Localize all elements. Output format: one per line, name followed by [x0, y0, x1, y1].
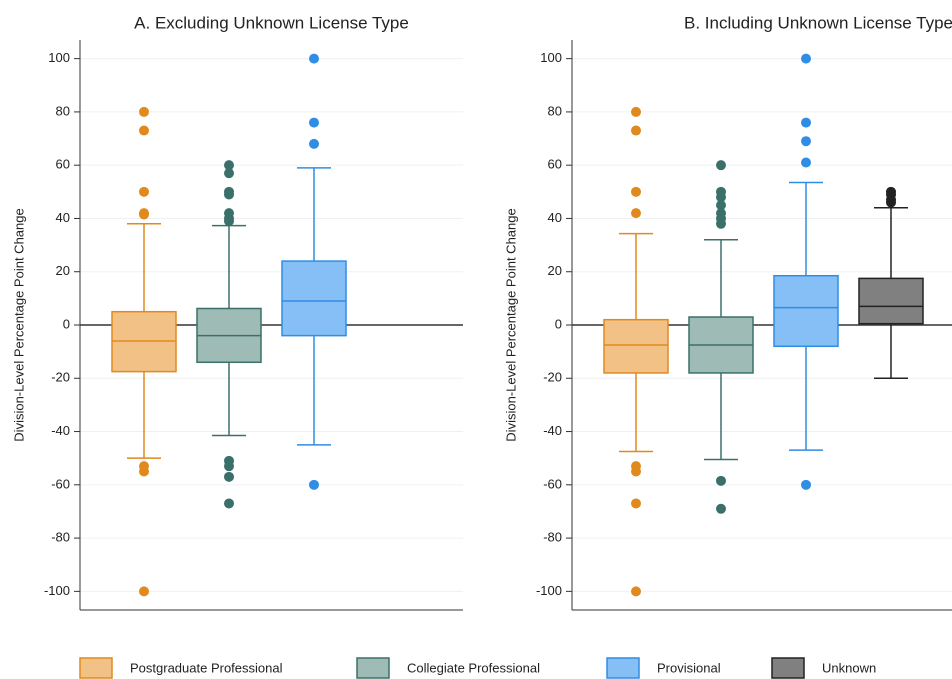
outlier: [716, 218, 726, 229]
outlier: [224, 498, 234, 509]
outlier: [716, 200, 726, 211]
legend-label: Postgraduate Professional: [130, 660, 283, 675]
outlier: [631, 586, 641, 597]
outlier: [309, 117, 319, 128]
outlier: [139, 586, 149, 597]
y-axis-label: Division-Level Percentage Point Change: [503, 208, 518, 441]
box: [281, 260, 347, 337]
outlier: [801, 136, 811, 147]
outlier: [139, 125, 149, 136]
y-tick-label: -80: [51, 530, 70, 545]
outlier: [309, 53, 319, 64]
y-tick-label: -100: [536, 583, 562, 598]
outlier: [716, 475, 726, 486]
legend-label: Provisional: [657, 660, 721, 675]
outlier: [801, 479, 811, 490]
outlier: [139, 466, 149, 477]
legend-swatch: [356, 657, 390, 679]
y-tick-label: 100: [48, 50, 70, 65]
y-tick-label: -20: [543, 370, 562, 385]
y-tick-label: 0: [63, 316, 70, 331]
outlier: [309, 479, 319, 490]
outlier: [716, 503, 726, 514]
y-tick-label: -80: [543, 530, 562, 545]
legend-label: Unknown: [822, 660, 876, 675]
legend-label: Collegiate Professional: [407, 660, 540, 675]
outlier: [716, 192, 726, 203]
y-tick-label: -40: [51, 423, 70, 438]
outlier: [224, 160, 234, 171]
y-tick-label: 20: [56, 263, 70, 278]
outlier: [224, 461, 234, 472]
chart-title: B. Including Unknown License Type: [684, 13, 952, 32]
outlier: [224, 471, 234, 482]
y-tick-label: 20: [548, 263, 562, 278]
y-tick-label: -100: [44, 583, 70, 598]
box: [858, 277, 924, 325]
outlier: [631, 498, 641, 509]
outlier: [631, 125, 641, 136]
outlier: [631, 106, 641, 117]
outlier: [139, 209, 149, 220]
box: [773, 274, 839, 348]
outlier: [631, 466, 641, 477]
y-tick-label: -40: [543, 423, 562, 438]
outlier: [801, 157, 811, 168]
y-tick-label: 0: [555, 316, 562, 331]
y-tick-label: 80: [56, 103, 70, 118]
outlier: [886, 197, 896, 208]
outlier: [801, 53, 811, 64]
chart-title: A. Excluding Unknown License Type: [134, 13, 409, 32]
y-tick-label: -20: [51, 370, 70, 385]
outlier: [139, 106, 149, 117]
legend-swatch: [606, 657, 640, 679]
outlier: [631, 186, 641, 197]
y-tick-label: -60: [543, 476, 562, 491]
y-tick-label: 80: [548, 103, 562, 118]
y-tick-label: 100: [540, 50, 562, 65]
outlier: [716, 160, 726, 171]
outlier: [309, 138, 319, 149]
y-axis-label: Division-Level Percentage Point Change: [11, 208, 26, 441]
y-tick-label: 60: [548, 157, 562, 172]
outlier: [139, 186, 149, 197]
y-tick-label: -60: [51, 476, 70, 491]
outlier: [224, 216, 234, 227]
box: [603, 318, 669, 374]
outlier: [801, 117, 811, 128]
y-tick-label: 40: [548, 210, 562, 225]
legend-swatch: [771, 657, 805, 679]
y-tick-label: 40: [56, 210, 70, 225]
outlier: [631, 208, 641, 219]
legend-swatch: [79, 657, 113, 679]
outlier: [224, 189, 234, 200]
y-tick-label: 60: [56, 157, 70, 172]
outlier: [224, 168, 234, 179]
